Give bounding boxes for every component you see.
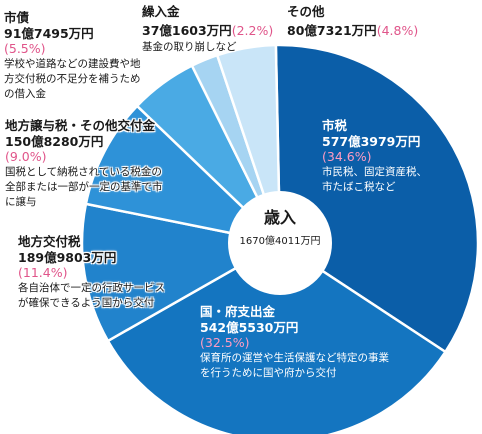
slice-amount: 80億7321万円: [287, 22, 377, 38]
chart-title: 歳入: [263, 208, 296, 227]
slice-percent: (2.2%): [231, 22, 274, 38]
slice-label-koufuzei: 地方交付税 189億9803万円 (11.4%) 各自治体で一定の行政サービスが…: [18, 234, 178, 311]
slice-description: 学校や道路などの建設費や地方交付税の不足分を補うための借入金: [4, 57, 141, 101]
slice-name: 市債: [4, 10, 30, 25]
slice-percent: (9.0%): [5, 149, 47, 165]
slice-amount: 91億7495万円: [4, 25, 94, 41]
slice-label-sonota: その他 80億7321万円(4.8%): [287, 4, 477, 40]
slice-percent: (32.5%): [200, 335, 250, 351]
slice-percent: (34.6%): [322, 149, 372, 165]
slice-description: 市民税、固定資産税、市たばこ税など: [322, 165, 427, 194]
slice-name: 地方交付税: [18, 234, 81, 249]
slice-label-kuriirekin: 繰入金 37億1603万円(2.2%) 基金の取り崩しなど: [142, 4, 282, 55]
slice-percent: (11.4%): [18, 265, 68, 281]
slice-label-shisai: 市債 91億7495万円 (5.5%) 学校や道路などの建設費や地方交付税の不足…: [4, 10, 154, 103]
slice-description: 国税として納税されている税金の全部または一部が一定の基準で市に譲与: [5, 165, 163, 209]
slice-amount: 150億8280万円: [5, 133, 104, 149]
slice-name: その他: [287, 4, 325, 19]
chart-total: 1670億4011万円: [239, 236, 321, 247]
pie-center-hole: [228, 191, 332, 295]
pie-center-label: 歳入 1670億4011万円: [223, 204, 337, 247]
slice-amount-row: 37億1603万円(2.2%): [142, 20, 282, 40]
slice-description: 基金の取り崩しなど: [142, 40, 237, 53]
slice-label-kokufu: 国・府支出金 542億5530万円 (32.5%) 保育所の運営や生活保護など特…: [200, 304, 400, 381]
slice-name: 繰入金: [142, 4, 180, 19]
slice-name: 国・府支出金: [200, 304, 276, 319]
slice-label-shizei: 市税 577億3979万円 (34.6%) 市民税、固定資産税、市たばこ税など: [322, 118, 472, 195]
slice-amount-row: 80億7321万円(4.8%): [287, 20, 477, 40]
slice-description: 各自治体で一定の行政サービスが確保できるよう国から交付: [18, 281, 165, 310]
slice-name: 市税: [322, 118, 348, 133]
slice-description: 保育所の運営や生活保護など特定の事業を行うために国や府から交付: [200, 351, 389, 380]
pie-slice-joyozei: [84, 104, 284, 246]
slice-amount: 542億5530万円: [200, 319, 299, 335]
slice-percent: (5.5%): [4, 41, 46, 57]
slice-name: 地方譲与税・その他交付金: [5, 118, 156, 133]
pie-slice-shizei: [274, 43, 480, 354]
slice-amount: 37億1603万円: [142, 22, 232, 38]
slice-percent: (4.8%): [376, 22, 419, 38]
slice-label-joyozei: 地方譲与税・その他交付金 150億8280万円 (9.0%) 国税として納税され…: [5, 118, 175, 211]
pie-slice-kokufu: [106, 241, 448, 434]
slice-amount: 577億3979万円: [322, 133, 421, 149]
slice-amount: 189億9803万円: [18, 249, 117, 265]
